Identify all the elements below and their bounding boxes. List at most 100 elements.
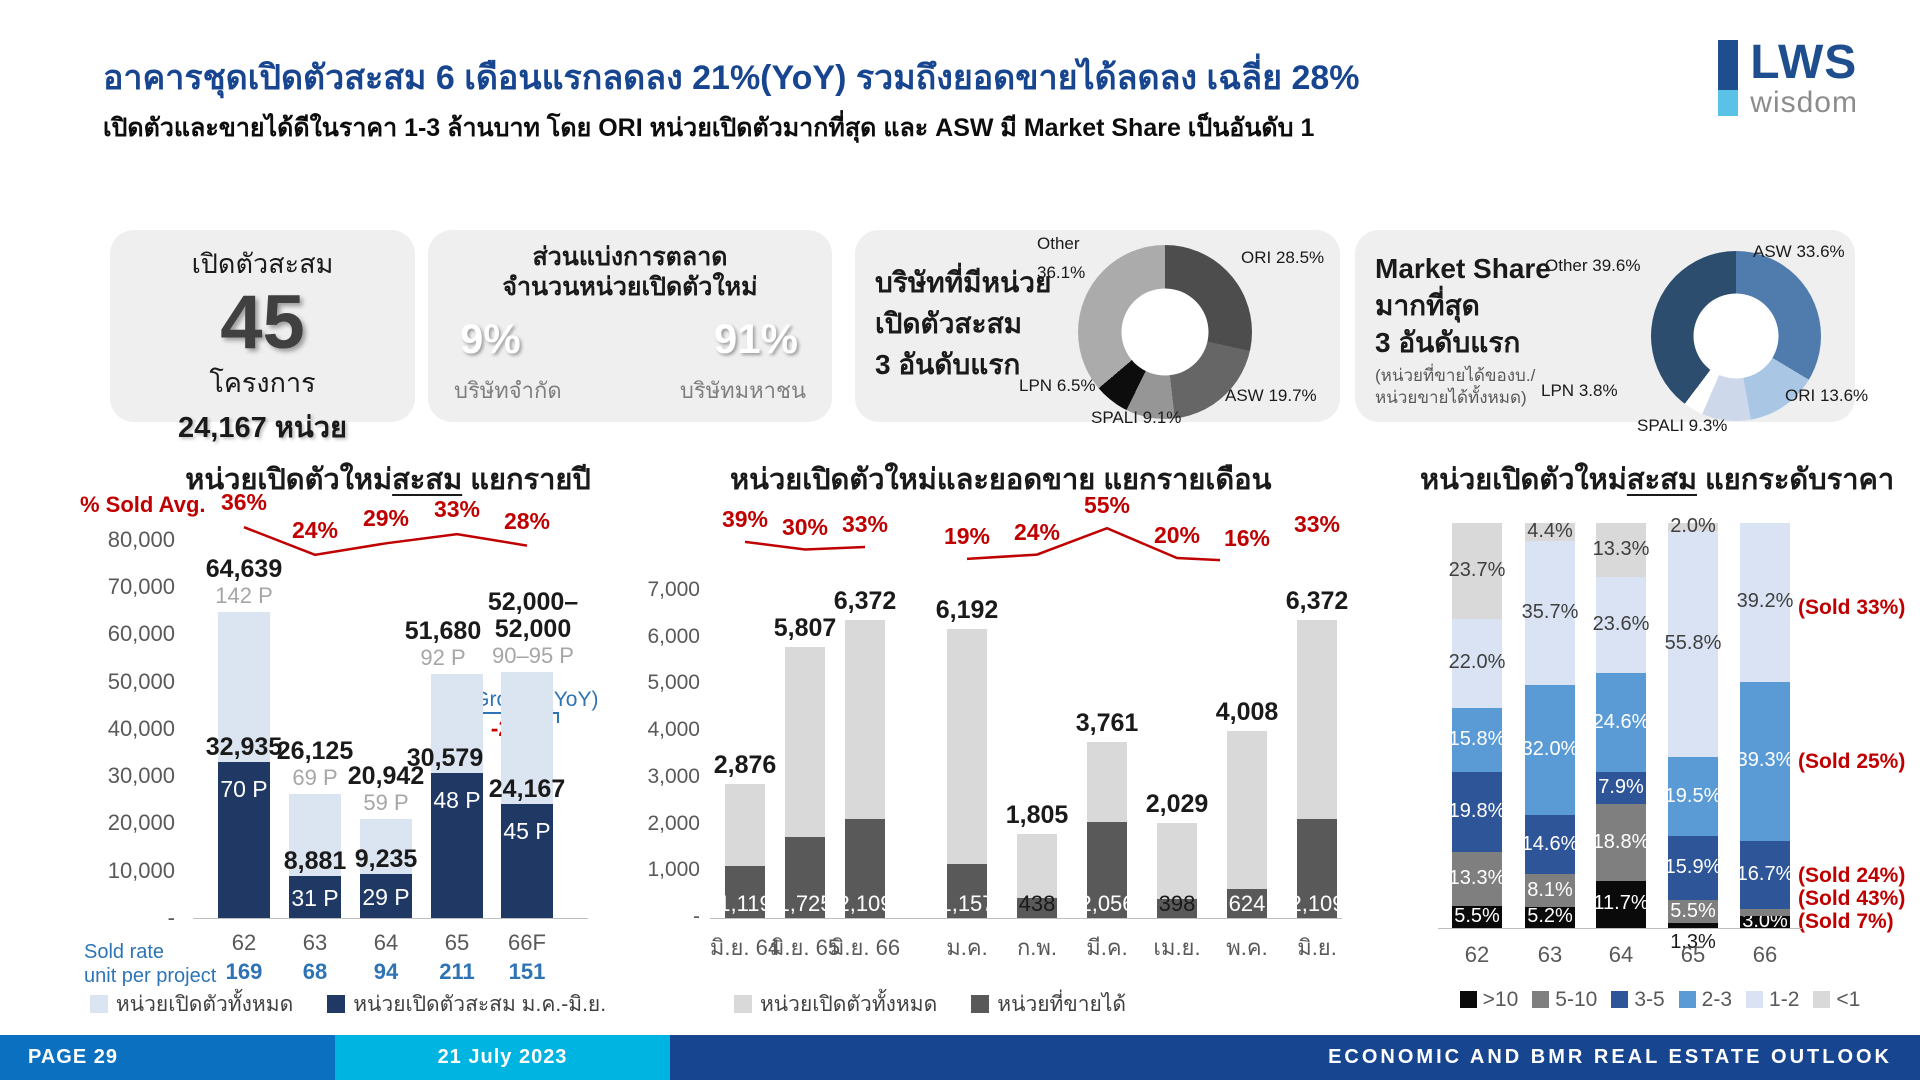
monthly-launch-sales-chart: หน่วยเปิดตัวใหม่และยอดขาย แยกรายเดือน หน… [640,450,1348,1050]
sold-avg-pct-label: 33% [433,496,481,523]
sold-pct-label: 24% [1013,518,1061,545]
sold-rate-value: 151 [508,959,546,984]
split-labels: บริษัทจำกัด บริษัทมหาชน [454,373,806,408]
sold-pct-label: 39% [721,505,769,532]
sold-annotation-gt10: (Sold 7%) [1798,910,1894,933]
legend-swatch-cumulative [327,995,346,1013]
logo-bar-icon [1718,40,1739,116]
bar-total [1227,730,1267,918]
legend-item: 3-5 [1611,988,1665,1012]
bar-segment [1452,905,1502,928]
segment-label: 35.7% [1521,601,1579,624]
footer-page-number: PAGE 29 [0,1035,335,1080]
x-axis-label: 63 [302,930,328,955]
y-axis-tick: 3,000 [647,764,700,788]
bar-segment [1740,915,1790,928]
pct-sold-avg-label: % Sold Avg. [80,492,206,517]
card-launch-unit: โครงการ [209,368,316,398]
legend-item: <1 [1813,988,1860,1012]
segment-label: 39.2% [1736,590,1794,613]
bar-segment [1525,540,1575,686]
bar-sold-label: 1,157 [939,891,995,916]
donut1-label-other: Other 36.1% [1037,234,1085,283]
logo-sub: wisdom [1750,86,1858,119]
bar-segment [1596,804,1646,881]
bar-total-label: 4,008 [1215,697,1279,726]
sold-avg-pct-label: 28% [503,507,551,534]
legend-item: หน่วยเปิดตัวสะสม ม.ค.-มิ.ย. [327,988,606,1021]
bar-segment [1525,815,1575,875]
bar-sold-label: 624 [1228,891,1266,916]
segment-label: 11.7% [1593,892,1649,915]
bar-segment [1668,922,1718,928]
bar-sold-label: 2,056 [1079,891,1135,916]
y-axis-tick: - [693,905,700,928]
bar-segment [1525,685,1575,815]
segment-label: 4.4% [1527,519,1573,542]
footer-report-title: ECONOMIC AND BMR REAL ESTATE OUTLOOK [670,1035,1920,1080]
bar-segment [1740,523,1790,682]
segment-label: 2.0% [1670,515,1716,538]
price-chart-title: หน่วยเปิดตัวใหม่สะสม แยกระดับราคา [1420,464,1895,496]
bar-segment [1596,772,1646,805]
bar-project-label: 31 P [291,884,339,911]
sold-avg-pct-label: 24% [291,516,339,543]
bar-total-label: 20,942 59 P [347,761,425,815]
x-axis-label: 62 [231,930,257,955]
bar-segment [1668,757,1718,837]
bar-total-label: 1,805 [1005,800,1069,829]
segment-label: 13.3% [1448,866,1506,889]
sold-annotation-2-3: (Sold 25%) [1798,750,1906,773]
legend-item: 1-2 [1746,988,1799,1012]
segment-label: 5.5% [1670,899,1716,922]
bar-cumulative-label: 24,167 [488,774,566,803]
y-axis-tick: 80,000 [107,526,175,552]
card-market-share: Market Share มากที่สุด 3 อันดับแรก (หน่ว… [1355,230,1868,435]
sold-annotation-1-2: (Sold 33%) [1798,596,1906,619]
yearly-legend: หน่วยเปิดตัวทั้งหมด หน่วยเปิดตัวสะสม ม.ค… [78,988,618,1021]
bar-cumulative [431,773,483,918]
bar-segment [1452,707,1502,772]
donut1-label-spali: SPALI 9.1% [1091,408,1182,427]
donut1-label-lpn: LPN 6.5% [1019,376,1096,395]
x-axis-label: 66F [508,930,546,955]
sold-pct-label: 30% [781,513,829,540]
bar-segment [1452,522,1502,619]
segment-label: 7.9% [1598,776,1644,799]
donut2-label-lpn: LPN 3.8% [1541,381,1618,400]
legend-swatch-gt10 [1459,991,1477,1008]
legend-swatch-lt1 [1813,991,1831,1008]
bar-segment [1525,874,1575,907]
bar-cumulative-label: 8,881 [283,846,347,875]
market-share-caption: Market Share มากที่สุด 3 อันดับแรก (หน่ว… [1375,250,1551,409]
x-axis-label: 62 [1464,942,1490,967]
x-axis-label: มี.ค. [1086,935,1128,960]
sold-pct-label: 20% [1153,522,1201,548]
bar-sold [845,819,885,918]
legend-item: หน่วยเปิดตัวทั้งหมด [89,988,293,1021]
split-label-limited: บริษัทจำกัด [454,378,562,403]
x-axis-line [193,918,588,919]
x-axis-line [1438,928,1802,929]
legend-swatch-sold [971,995,990,1013]
bar-cumulative [218,762,270,918]
bar-segment [1596,523,1646,578]
x-axis-label: พ.ค. [1226,935,1268,960]
slice-pct: 36.1% [1037,263,1086,282]
segment-label: 5.2% [1527,905,1573,928]
x-axis-label: มิ.ย. [1297,935,1337,960]
sold-rate-value: 211 [439,959,475,984]
bar-sold [725,865,765,918]
card-launch-value: 45 [220,280,305,365]
bar-segment [1452,771,1502,852]
legend-item: หน่วยที่ขายได้ [971,988,1126,1021]
bar-sold-label: 2,109 [837,891,893,916]
card-split-title2: จำนวนหน่วยเปิดตัวใหม่ [502,273,758,301]
price-level-chart: หน่วยเปิดตัวใหม่สะสม แยกระดับราคา (Sold … [1420,450,1905,1050]
caption-line: มากที่สุด [1375,290,1480,321]
sold-pct-label: 33% [841,510,889,537]
sold-rate-value: 169 [225,959,263,984]
bar-total-label: 5,807 [773,613,837,642]
segment-label: 15.8% [1448,727,1506,750]
